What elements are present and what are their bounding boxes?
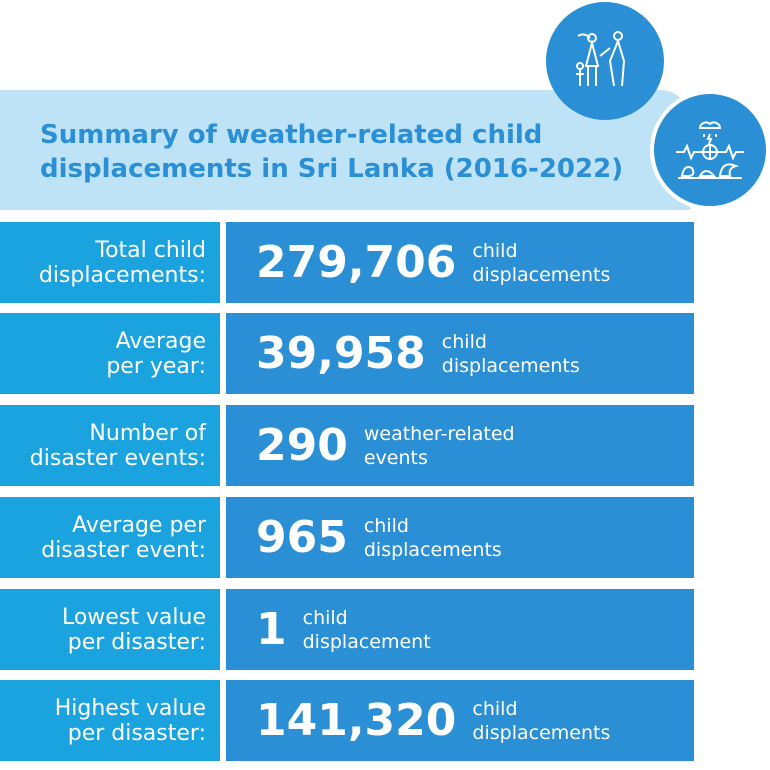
stat-value: 1 [256,604,287,655]
stat-unit: child displacement [302,606,431,653]
stat-unit: child displacements [472,239,611,286]
stat-row-average-event: Average per disaster event: 965 child displ… [0,497,694,578]
stat-unit: child displacements [472,697,611,744]
family-displacement-icon [546,2,664,120]
weather-disaster-icon [650,90,770,210]
stat-row-highest: Highest value per disaster: 141,320 child d… [0,680,694,761]
stat-label: Average per disaster event: [0,497,220,578]
title-line-1: Summary of weather-related child [40,120,543,150]
stat-row-average-year: Average per year: 39,958 child displacement… [0,313,694,394]
stat-unit: child displacements [363,514,502,561]
stat-value-cell: 141,320 child displacements [226,680,694,761]
stat-value-cell: 965 child displacements [226,497,694,578]
page-title: Summary of weather-related child displac… [40,118,623,186]
stat-value-cell: 279,706 child displacements [226,222,694,303]
stat-label: Total child displacements: [0,222,220,303]
stat-row-lowest: Lowest value per disaster: 1 child displace… [0,589,694,670]
stat-value: 39,958 [256,328,426,379]
stat-value-cell: 1 child displacement [226,589,694,670]
stat-label: Highest value per disaster: [0,680,220,761]
title-line-2: displacements in Sri Lanka (2016-2022) [40,154,624,184]
stat-value: 141,320 [256,695,457,746]
stat-row-events: Number of disaster events: 290 weather-rel… [0,405,694,486]
stat-value-cell: 290 weather-related events [226,405,694,486]
stat-value-cell: 39,958 child displacements [226,313,694,394]
stat-row-total: Total child displacements: 279,706 child di… [0,222,694,303]
stat-label: Lowest value per disaster: [0,589,220,670]
stat-value: 965 [256,512,348,563]
stat-label: Number of disaster events: [0,405,220,486]
stat-label: Average per year: [0,313,220,394]
stat-value: 290 [256,420,348,471]
stat-value: 279,706 [256,237,457,288]
stat-unit: child displacements [441,330,580,377]
stat-unit: weather-related events [363,422,515,469]
